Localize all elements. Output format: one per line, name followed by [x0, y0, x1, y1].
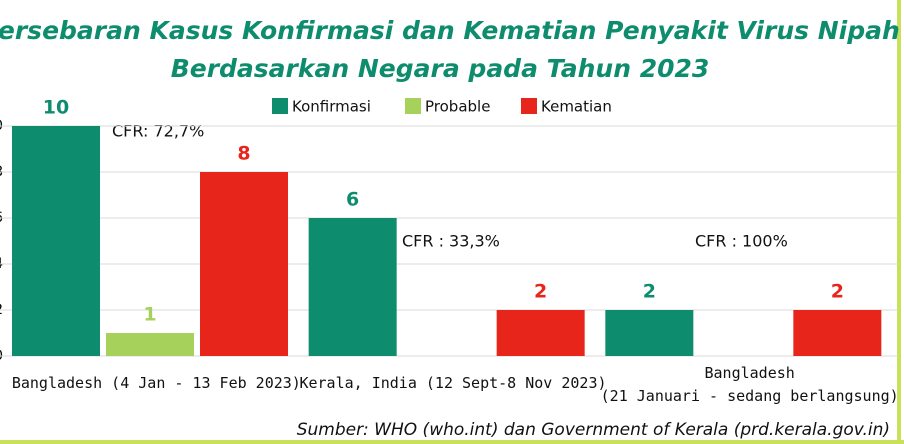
bar	[200, 172, 288, 356]
source: Sumber: WHO (who.int) dan Government of …	[297, 420, 890, 440]
value-label: 8	[237, 143, 250, 165]
bar	[308, 218, 397, 356]
annotation: CFR : 33,3%	[402, 232, 500, 251]
bar	[605, 310, 694, 356]
x-tick-label: Kerala, India (12 Sept-8 Nov 2023)	[299, 374, 606, 392]
bar	[12, 126, 100, 356]
legend-label: Kematian	[541, 98, 612, 116]
legend-label: Probable	[425, 98, 490, 116]
bar	[496, 310, 585, 356]
x-tick-label: Bangladesh (21 Januari - sedang berlangsu…	[601, 364, 899, 405]
annotation: CFR : 100%	[695, 232, 788, 251]
value-label: 10	[43, 97, 69, 119]
chart-title: Persebaran Kasus Konfirmasi dan Kematian…	[0, 16, 900, 45]
legend-swatch	[521, 98, 537, 114]
value-label: 6	[346, 189, 359, 211]
x-tick-label: Bangladesh (4 Jan - 13 Feb 2023)	[12, 374, 301, 392]
legend-swatch	[405, 98, 421, 114]
bar	[106, 333, 194, 356]
legend-label: Konfirmasi	[292, 98, 371, 116]
annotation: CFR: 72,7%	[112, 122, 204, 141]
value-label: 2	[534, 281, 547, 303]
value-label: 2	[831, 281, 844, 303]
value-label: 1	[143, 304, 156, 326]
chart-title: Berdasarkan Negara pada Tahun 2023	[171, 54, 710, 83]
bar	[793, 310, 882, 356]
value-label: 2	[643, 281, 656, 303]
legend-swatch	[272, 98, 288, 114]
